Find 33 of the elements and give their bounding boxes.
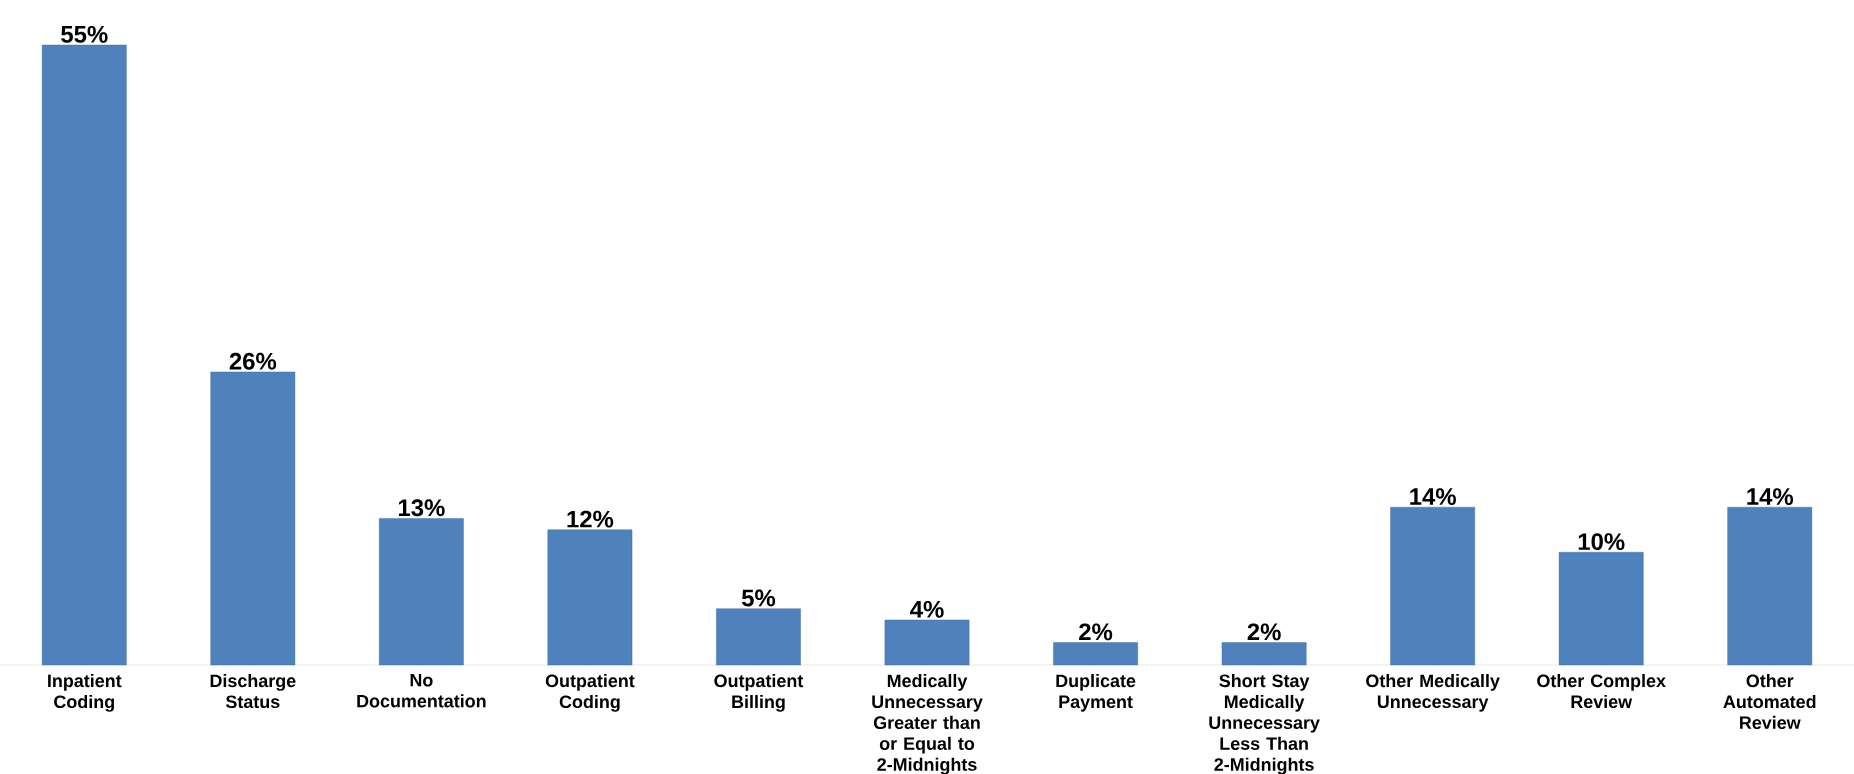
bar: [1053, 642, 1138, 666]
x-tick-label: Other Complex Review: [1537, 674, 1666, 709]
data-label: 2%: [1079, 623, 1113, 641]
x-tick-label: Outpatient Billing: [714, 674, 804, 712]
data-label: 5%: [741, 589, 776, 607]
bar: [547, 529, 633, 666]
data-label: 4%: [910, 600, 944, 618]
x-tick-label: No Documentation: [357, 674, 486, 708]
bar: [1727, 506, 1813, 666]
data-label: 10%: [1578, 533, 1625, 551]
data-label: 14%: [1410, 488, 1456, 505]
x-tick-label: Outpatient Coding: [545, 674, 635, 712]
x-tick-label: Discharge Status: [210, 674, 296, 709]
x-tick-label: Medically Unnecessary Greater than or Equal to 2-Midnights: [872, 674, 983, 774]
data-label: 13%: [398, 499, 445, 517]
x-tick-label: Duplicate Payment: [1056, 674, 1136, 712]
bar: [1221, 642, 1307, 666]
data-label: 55%: [61, 25, 108, 43]
x-tick-label: Other Medically Unnecessary: [1366, 674, 1500, 712]
x-tick-label: Inpatient Coding: [48, 674, 122, 712]
bar: [884, 619, 970, 666]
data-label: 12%: [567, 510, 614, 528]
bar: [1390, 506, 1475, 666]
data-label: 26%: [229, 352, 277, 370]
bar: [1558, 552, 1644, 666]
bar: [716, 608, 801, 666]
x-tick-label: Short Stay Medically Unnecessary Less Than 2-Midnights: [1209, 674, 1320, 774]
bar: [41, 44, 127, 666]
x-tick-label: Other Automated Review: [1723, 674, 1816, 730]
data-label: 2%: [1247, 623, 1281, 641]
bar: [210, 371, 296, 666]
data-label: 14%: [1747, 488, 1794, 505]
bar: [379, 518, 464, 666]
